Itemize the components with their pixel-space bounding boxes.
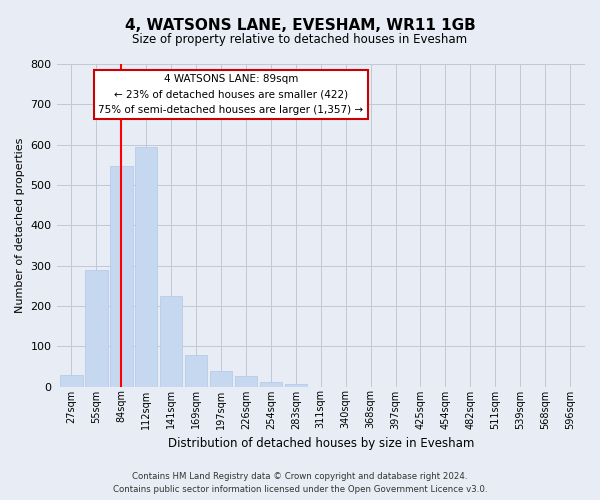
Bar [210,371,232,386]
Text: Size of property relative to detached houses in Evesham: Size of property relative to detached ho… [133,32,467,46]
Bar [135,146,157,386]
Bar [160,296,182,386]
Text: 4, WATSONS LANE, EVESHAM, WR11 1GB: 4, WATSONS LANE, EVESHAM, WR11 1GB [125,18,475,32]
Bar [85,270,107,386]
Bar [284,384,307,386]
X-axis label: Distribution of detached houses by size in Evesham: Distribution of detached houses by size … [167,437,474,450]
Y-axis label: Number of detached properties: Number of detached properties [15,138,25,313]
Bar [235,376,257,386]
Text: Contains HM Land Registry data © Crown copyright and database right 2024.
Contai: Contains HM Land Registry data © Crown c… [113,472,487,494]
Bar [260,382,282,386]
Bar [110,166,133,386]
Bar [185,355,208,386]
Text: 4 WATSONS LANE: 89sqm
← 23% of detached houses are smaller (422)
75% of semi-det: 4 WATSONS LANE: 89sqm ← 23% of detached … [98,74,364,115]
Bar [60,375,83,386]
